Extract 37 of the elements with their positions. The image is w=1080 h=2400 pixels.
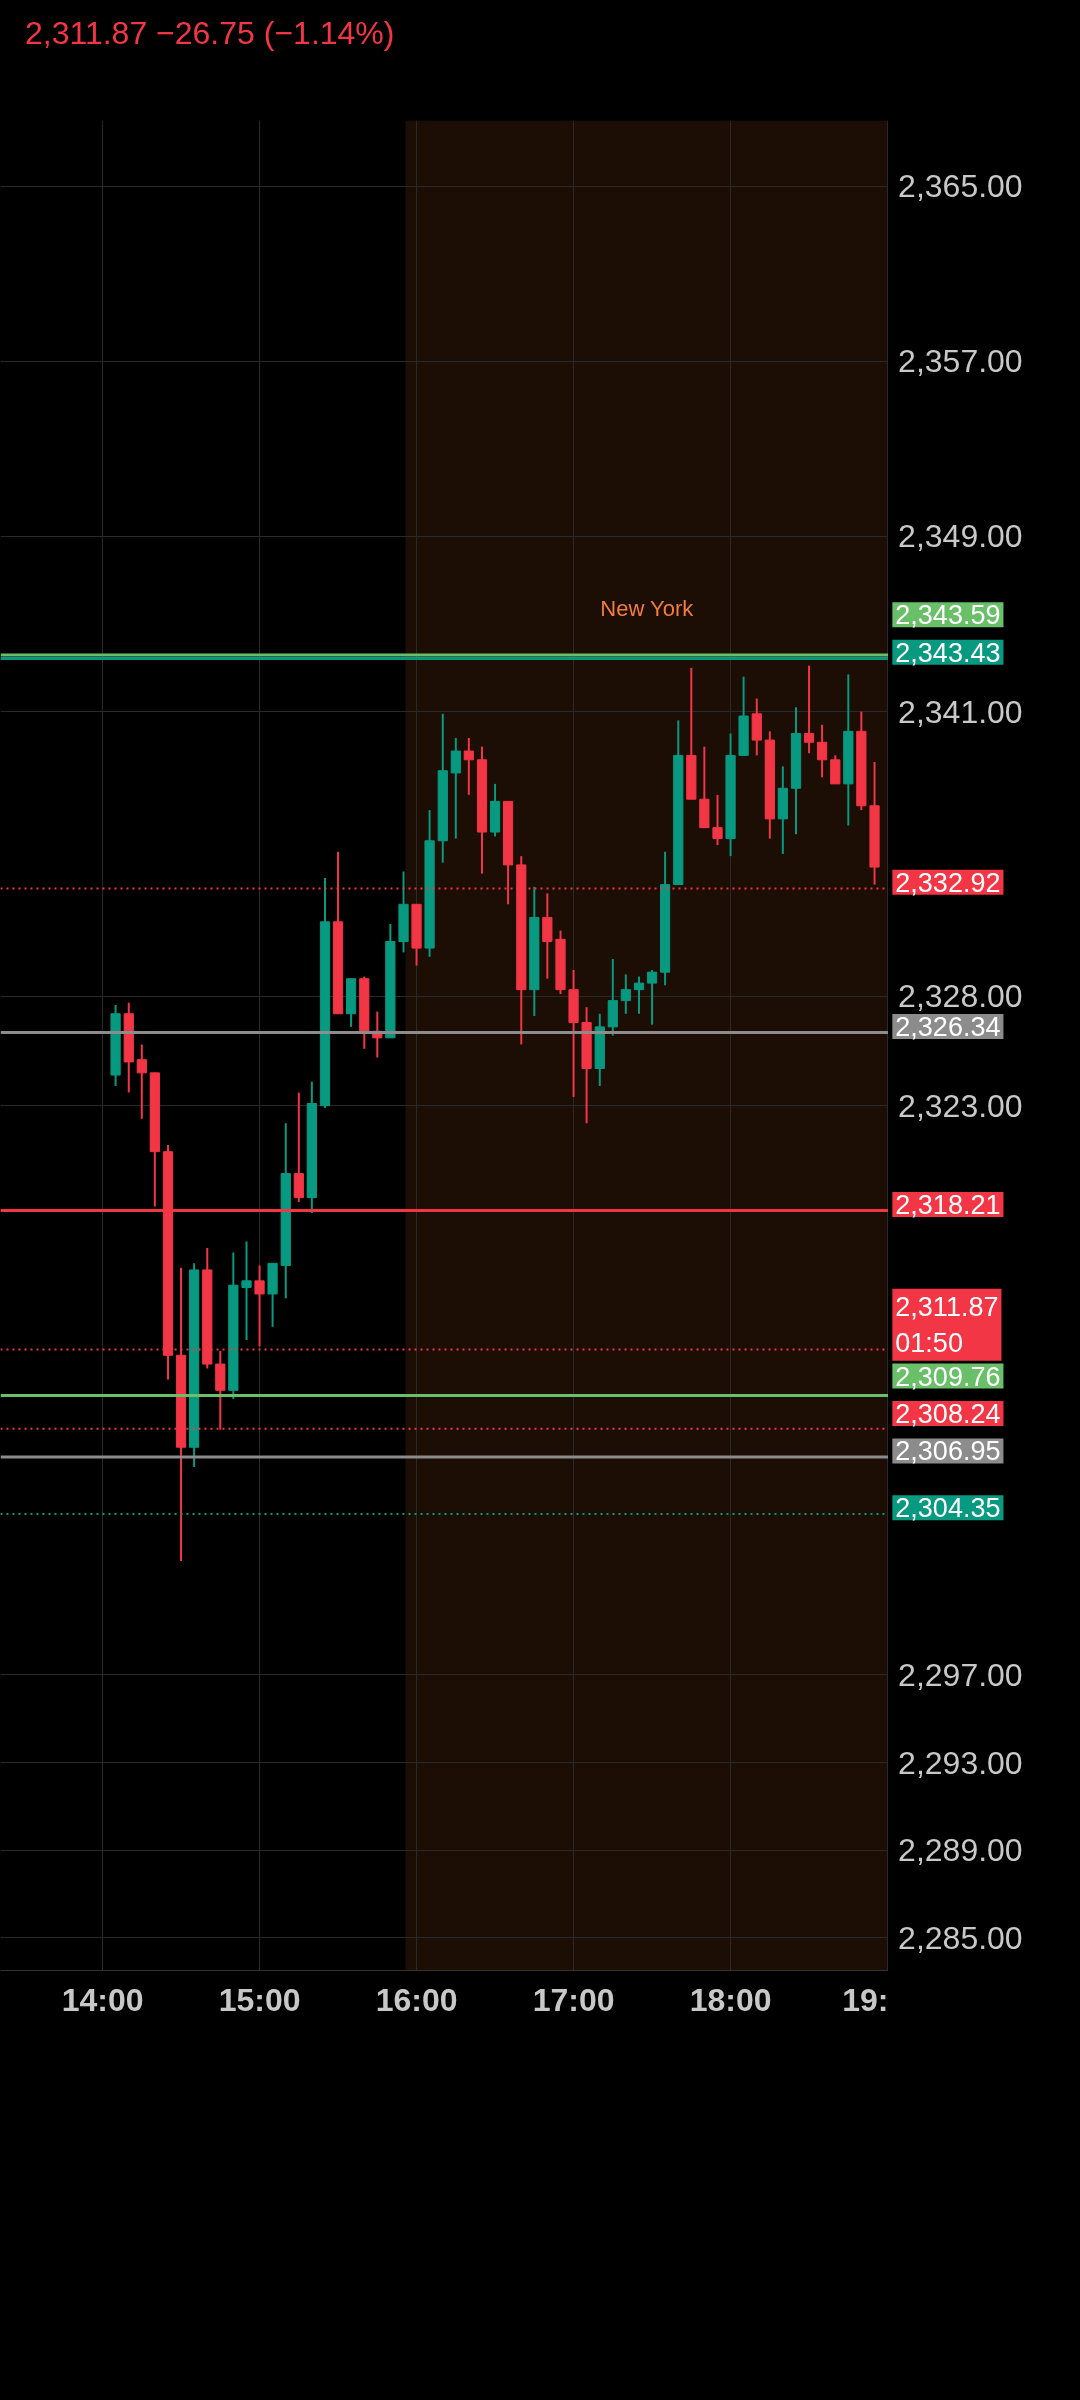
x-tick-label: 17:00 [532, 1981, 615, 2018]
y-tick-label: 2,323.00 [898, 1087, 1023, 1124]
ref-line-label: 2,326.34 [895, 1011, 1001, 1042]
candlestick [816, 723, 828, 779]
ref-line-label: 2,309.76 [895, 1361, 1001, 1392]
text: 2,311.87 −26.75 (−1.14%) [25, 15, 395, 52]
candlestick [633, 975, 645, 1015]
y-tick-label: 2,289.00 [898, 1832, 1023, 1869]
ref-line-label: 2,318.21 [895, 1189, 1001, 1220]
ref-line-label: 2,343.43 [895, 637, 1001, 668]
y-tick-label: 2,365.00 [898, 168, 1023, 205]
candlestick [646, 968, 658, 1026]
candlestick [241, 1240, 252, 1341]
y-tick-label: 2,297.00 [898, 1656, 1023, 1693]
candlestick [712, 793, 723, 847]
candlestick [463, 736, 474, 796]
ref-line-label: 2,306.95 [895, 1436, 1001, 1467]
ref-line-label: 2,343.59 [895, 600, 1001, 631]
x-tick-label: 18:00 [689, 1981, 772, 2018]
candlestick [136, 1043, 147, 1120]
y-tick-label: 2,349.00 [898, 518, 1023, 555]
x-tick-label: 19: [842, 1981, 889, 2018]
ref-line-label: 2,304.35 [895, 1493, 1001, 1524]
ref-line-label: 2,332.92 [895, 867, 1001, 898]
y-tick-label: 2,341.00 [898, 693, 1023, 730]
y-tick-label: 2,285.00 [898, 1919, 1023, 1956]
ref-line-label: 2,308.24 [895, 1399, 1001, 1430]
band-label: New York [600, 595, 695, 621]
y-tick-label: 2,293.00 [898, 1744, 1023, 1781]
candlestick [803, 664, 815, 755]
x-tick-label: 14:00 [61, 1981, 144, 2018]
x-tick-label: 16:00 [375, 1981, 458, 2018]
candlestick [620, 973, 631, 1015]
x-tick-label: 15:00 [218, 1981, 301, 2018]
y-tick-label: 2,357.00 [898, 343, 1023, 380]
candlestick [450, 736, 461, 840]
ref-line-label: 2,311.87 01:50 [895, 1291, 999, 1358]
